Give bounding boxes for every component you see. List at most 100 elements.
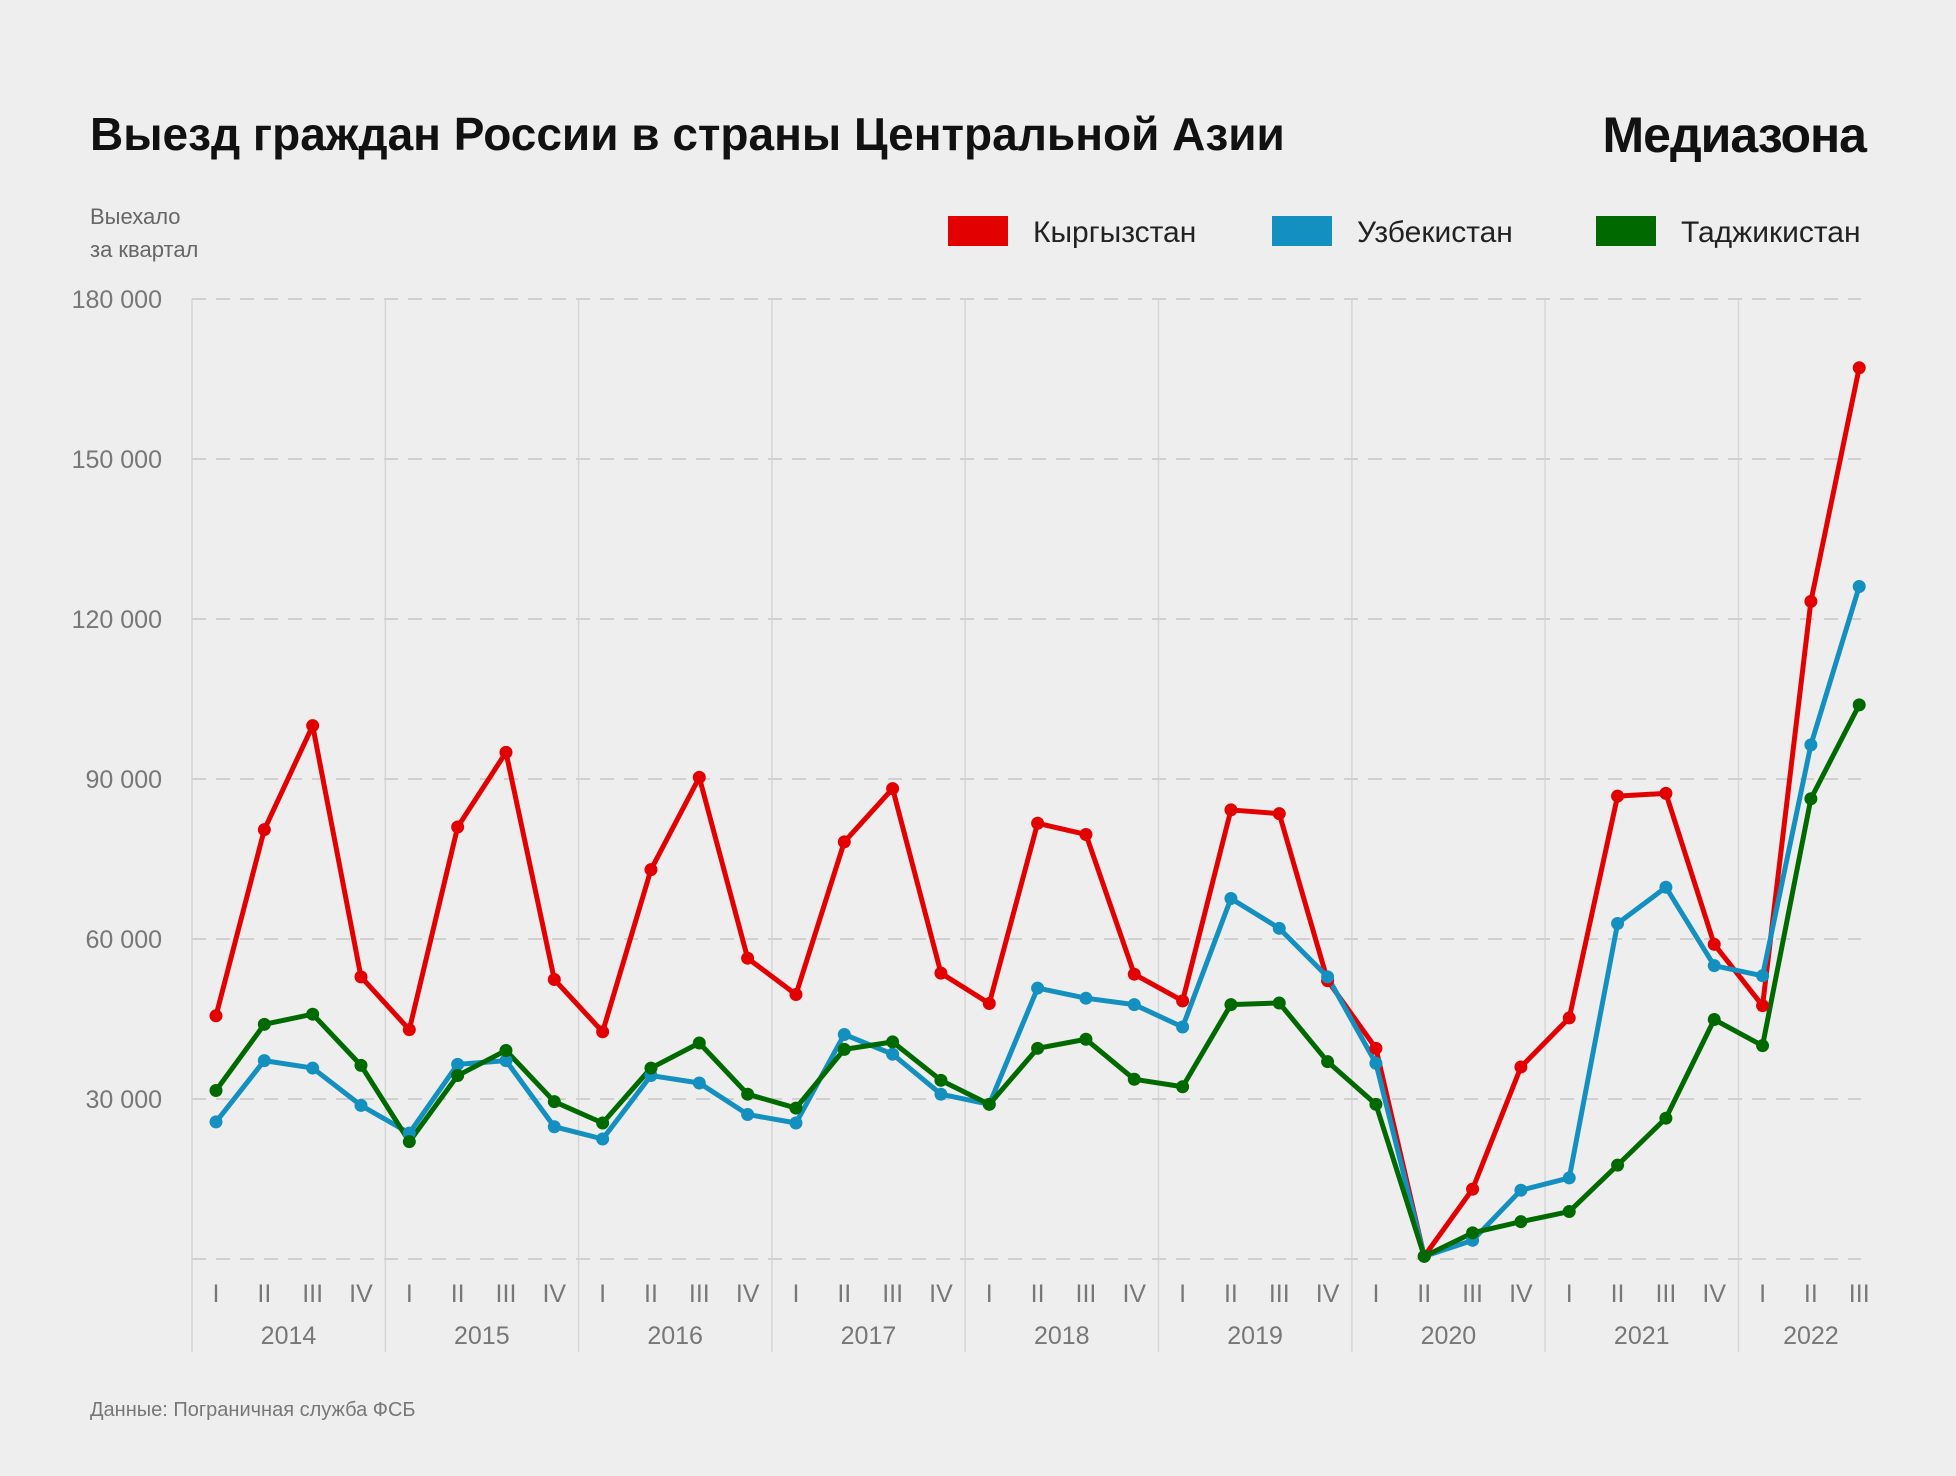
data-point [982,1097,996,1111]
data-point [692,770,706,784]
data-point [837,1027,851,1041]
series-line [213,367,1862,1259]
x-tick-quarter: III [1076,1280,1097,1308]
x-tick-quarter: I [792,1280,799,1308]
y-tick-label: 180 000 [72,286,162,314]
data-point [1707,1013,1721,1027]
data-point [499,1054,513,1068]
x-tick-quarter: III [1462,1280,1483,1308]
data-point [1417,1249,1431,1263]
x-tick-year: 2014 [261,1322,317,1350]
source-note: Данные: Пограничная служба ФСБ [90,1399,416,1421]
data-point [1756,1039,1770,1053]
x-tick-year: 2020 [1421,1322,1477,1350]
x-tick-quarter: II [1417,1280,1431,1308]
x-tick-quarter: II [644,1280,658,1308]
data-point [1852,698,1866,712]
data-point [741,1087,755,1101]
brand-logo: Медиазона [1602,107,1868,163]
data-point [1804,738,1818,752]
data-point [1127,998,1141,1012]
data-point [1466,1182,1480,1196]
data-point [789,987,803,1001]
data-point [1224,891,1238,905]
y-tick-label: 60 000 [86,926,162,954]
data-point [1466,1226,1480,1240]
legend-swatch [948,216,1008,246]
series-line [213,703,1862,1259]
data-point [451,820,465,834]
x-tick-quarter: III [1655,1280,1676,1308]
x-tick-year: 2018 [1034,1322,1090,1350]
x-tick-quarter: II [1224,1280,1238,1308]
x-tick-quarter: I [1759,1280,1766,1308]
x-tick-quarter: IV [542,1280,566,1308]
data-point [1514,1060,1528,1074]
data-point [1562,1011,1576,1025]
x-tick-quarter: II [451,1280,465,1308]
data-point [886,1035,900,1049]
x-tick-quarter: IV [929,1280,953,1308]
data-point [1369,1097,1383,1111]
y-tick-label: 120 000 [72,606,162,634]
legend-label: Кыргызстан [1033,216,1196,249]
data-point [451,1057,465,1071]
data-point [257,1017,271,1031]
x-tick-quarter: IV [736,1280,760,1308]
data-point [644,863,658,877]
data-point [257,1054,271,1068]
data-point [1127,967,1141,981]
data-point [402,1135,416,1149]
data-point [1611,1158,1625,1172]
data-point [354,1058,368,1072]
y-axis-label-line2: за квартал [90,237,198,262]
data-point [692,1076,706,1090]
data-point [499,745,513,759]
y-axis-label-line1: Выехало [90,204,181,229]
data-point [1659,1111,1673,1125]
x-tick-quarter: IV [1316,1280,1340,1308]
x-tick-year: 2017 [841,1322,897,1350]
data-point [1804,792,1818,806]
data-point [1514,1215,1528,1229]
data-point [1852,579,1866,593]
data-point [257,823,271,837]
data-point [934,1073,948,1087]
data-point [1176,994,1190,1008]
data-point [1321,970,1335,984]
data-point [306,719,320,733]
data-point [547,1120,561,1134]
data-point [1756,999,1770,1013]
data-point [1079,991,1093,1005]
data-point [451,1069,465,1083]
data-point [596,1132,610,1146]
data-point [1031,981,1045,995]
data-point [789,1101,803,1115]
data-point [1272,921,1286,935]
data-point [209,1009,223,1023]
data-point [1272,996,1286,1010]
x-tick-quarter: II [1804,1280,1818,1308]
data-point [547,1095,561,1109]
data-point [789,1116,803,1130]
data-point [1031,1041,1045,1055]
legend-swatch [1596,216,1656,246]
data-point [354,970,368,984]
data-point [354,1098,368,1112]
y-tick-label: 90 000 [86,766,162,794]
data-point [1659,880,1673,894]
data-point [1659,786,1673,800]
data-point [209,1115,223,1129]
data-point [1176,1020,1190,1034]
data-point [306,1007,320,1021]
x-tick-quarter: IV [1509,1280,1533,1308]
x-tick-quarter: IV [349,1280,373,1308]
x-tick-year: 2015 [454,1322,510,1350]
data-point [1707,937,1721,951]
data-point [741,951,755,965]
legend-label: Таджикистан [1681,216,1861,249]
x-tick-year: 2016 [647,1322,703,1350]
data-point [1369,1056,1383,1070]
data-point [692,1036,706,1050]
x-tick-quarter: III [1269,1280,1290,1308]
